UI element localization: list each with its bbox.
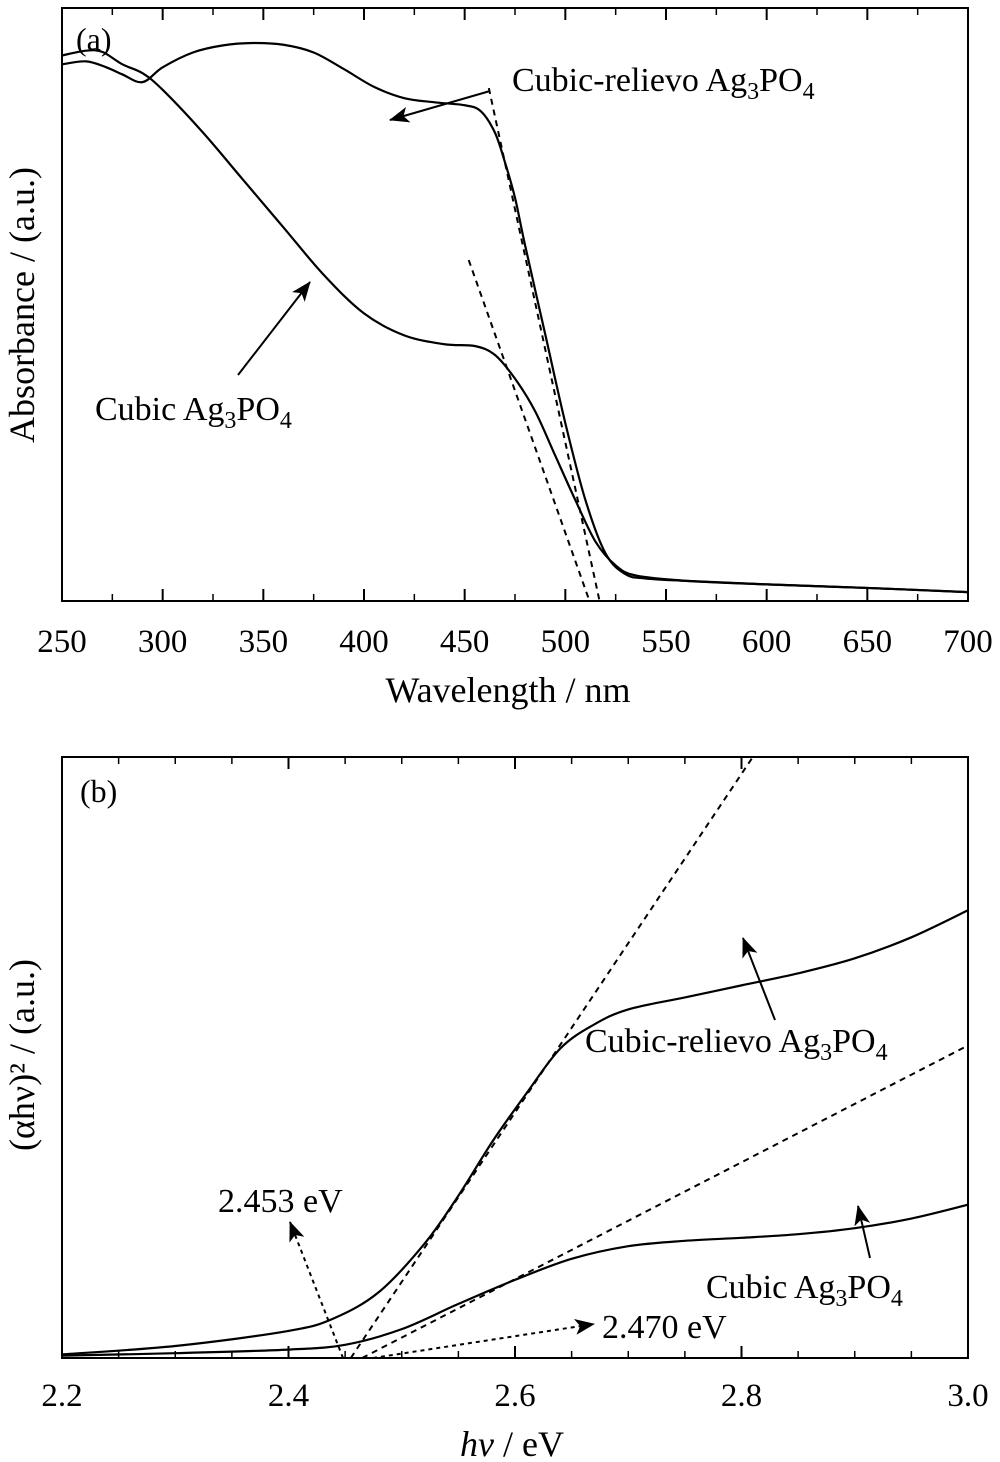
x-tick-label: 3.0 bbox=[947, 1378, 988, 1414]
panel-b-annotation-cubic-sub2: 4 bbox=[891, 1286, 903, 1312]
panel-a-annotation-relievo-sub2: 4 bbox=[803, 79, 815, 105]
panel-b-series bbox=[61, 909, 969, 1357]
x-tick-label: 550 bbox=[641, 624, 691, 660]
x-tick-label: 2.2 bbox=[41, 1378, 82, 1414]
panel-b-annotation-2470: 2.470 eV bbox=[602, 1309, 727, 1346]
x-tick-label: 450 bbox=[440, 624, 490, 660]
panel-a-x-ticks bbox=[61, 8, 969, 601]
panel-b-label: (b) bbox=[80, 773, 117, 809]
panel-a-annotation-relievo: Cubic-relievo Ag3PO4 bbox=[512, 62, 815, 105]
panel-b-tangent-lines bbox=[349, 757, 968, 1358]
x-tick-label: 500 bbox=[541, 624, 591, 660]
panel-b-annotation-2453: 2.453 eV bbox=[218, 1183, 343, 1220]
panel-b-arrow-cubic bbox=[854, 1205, 871, 1259]
panel-b-annotation-cubic-sub: 3 bbox=[835, 1286, 847, 1312]
series-cubic-line bbox=[61, 1203, 969, 1357]
panel-b-ylabel: (αhν)² / (a.u.) bbox=[2, 959, 42, 1151]
panel-b-x-tick-labels: 2.2 2.4 2.6 2.8 3.0 bbox=[41, 1378, 988, 1414]
panel-b-annotation-cubic-main: Cubic Ag bbox=[706, 1269, 835, 1306]
panel-b-annotation-relievo-sub2: 4 bbox=[876, 1040, 888, 1066]
panel-b-x-ticks bbox=[61, 757, 969, 1358]
panel-a-arrow-relievo bbox=[389, 90, 491, 123]
x-tick-label: 400 bbox=[339, 624, 389, 660]
panel-a-annotation-relievo-main2: PO bbox=[759, 62, 802, 99]
panel-b-arrow-2453 bbox=[289, 1221, 344, 1359]
x-tick-label: 650 bbox=[843, 624, 893, 660]
series-cubic-relievo-line bbox=[61, 41, 969, 594]
panel-a-arrow-cubic bbox=[237, 281, 311, 376]
panel-b-xlabel-italic: hν bbox=[460, 1424, 494, 1462]
panel-a-label: (a) bbox=[76, 21, 112, 57]
tangent-line bbox=[361, 1044, 968, 1358]
panel-a-tangent-lines bbox=[467, 87, 601, 601]
panel-b-chart: 2.2 2.4 2.6 2.8 3.0 (b) hν / eV (αhν)² / (a.… bbox=[2, 756, 989, 1462]
panel-b-annotation-relievo-sub: 3 bbox=[820, 1040, 832, 1066]
panel-a-xlabel: Wavelength / nm bbox=[385, 670, 630, 710]
panel-b-xlabel: hν / eV bbox=[460, 1424, 564, 1462]
x-tick-label: 250 bbox=[37, 624, 87, 660]
panel-a-ylabel: Absorbance / (a.u.) bbox=[2, 167, 42, 443]
panel-a-annotation-relievo-sub: 3 bbox=[747, 79, 759, 105]
panel-a-annotation-cubic-sub2: 4 bbox=[280, 408, 292, 434]
x-tick-label: 350 bbox=[239, 624, 289, 660]
panel-b-annotation-cubic-main2: PO bbox=[847, 1269, 890, 1306]
panel-a-chart: 250 300 350 400 450 500 550 600 650 700 (a) Wavel… bbox=[2, 7, 993, 710]
panel-b-annotation-relievo-main2: PO bbox=[832, 1023, 875, 1060]
panel-b-annotation-cubic: Cubic Ag3PO4 bbox=[706, 1269, 903, 1312]
x-tick-label: 700 bbox=[943, 624, 993, 660]
x-tick-label: 2.4 bbox=[268, 1378, 309, 1414]
panel-a-series bbox=[61, 41, 969, 594]
panel-b-xlabel-rest: / eV bbox=[494, 1424, 564, 1462]
x-tick-label: 2.6 bbox=[494, 1378, 535, 1414]
panel-b-annotation-relievo-main: Cubic-relievo Ag bbox=[585, 1023, 820, 1060]
panel-a-annotation-relievo-main: Cubic-relievo Ag bbox=[512, 62, 747, 99]
tangent-line bbox=[467, 259, 591, 601]
panel-b-arrow-relievo bbox=[742, 937, 776, 1021]
x-tick-label: 2.8 bbox=[721, 1378, 762, 1414]
panel-a-annotation-cubic-main2: PO bbox=[236, 391, 279, 428]
series-cubic-relievo-line bbox=[61, 909, 969, 1356]
panel-a-annotation-cubic-sub: 3 bbox=[224, 408, 236, 434]
x-tick-label: 600 bbox=[742, 624, 792, 660]
panel-b-annotation-relievo: Cubic-relievo Ag3PO4 bbox=[585, 1023, 888, 1066]
panel-b-arrow-2470 bbox=[372, 1318, 595, 1359]
x-tick-label: 300 bbox=[138, 624, 188, 660]
panel-a-x-tick-labels: 250 300 350 400 450 500 550 600 650 700 bbox=[37, 624, 993, 660]
panel-a-annotation-cubic-main: Cubic Ag bbox=[95, 391, 224, 428]
panel-a-annotation-cubic: Cubic Ag3PO4 bbox=[95, 391, 292, 434]
series-cubic-line bbox=[61, 49, 969, 594]
